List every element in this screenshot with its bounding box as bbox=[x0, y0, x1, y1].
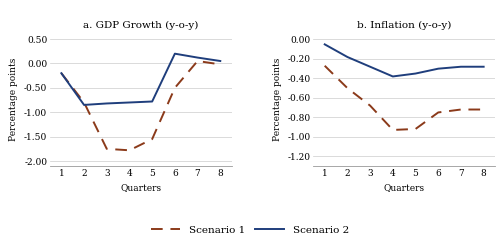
Y-axis label: Percentage points: Percentage points bbox=[273, 57, 282, 141]
Title: a. GDP Growth (y-o-y): a. GDP Growth (y-o-y) bbox=[83, 20, 198, 30]
X-axis label: Quarters: Quarters bbox=[384, 183, 424, 192]
Legend: Scenario 1, Scenario 2: Scenario 1, Scenario 2 bbox=[147, 221, 353, 239]
Y-axis label: Percentage points: Percentage points bbox=[10, 57, 18, 141]
Title: b. Inflation (y-o-y): b. Inflation (y-o-y) bbox=[357, 20, 452, 30]
X-axis label: Quarters: Quarters bbox=[120, 183, 162, 192]
